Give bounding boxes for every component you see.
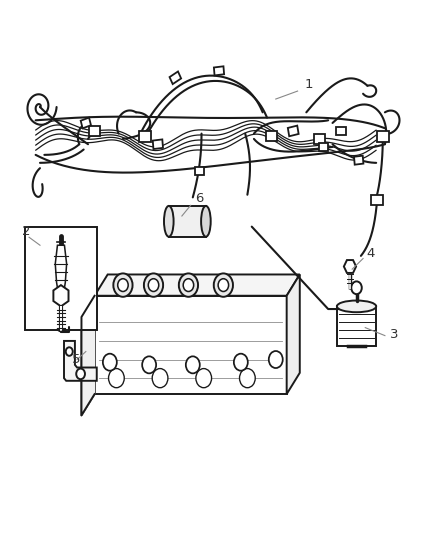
Bar <box>319 143 328 151</box>
Text: 3: 3 <box>390 328 399 341</box>
Bar <box>169 206 206 237</box>
Bar <box>214 66 224 75</box>
Bar <box>266 132 277 141</box>
Circle shape <box>118 279 128 292</box>
Ellipse shape <box>201 206 211 237</box>
Circle shape <box>234 354 248 370</box>
Circle shape <box>66 348 73 356</box>
Bar <box>354 156 364 165</box>
Text: 2: 2 <box>21 224 30 238</box>
Polygon shape <box>81 296 95 415</box>
Bar <box>371 195 383 205</box>
Circle shape <box>214 273 233 297</box>
Circle shape <box>218 279 229 292</box>
Bar <box>336 127 346 135</box>
Bar <box>194 166 204 175</box>
Circle shape <box>103 354 117 370</box>
Circle shape <box>179 273 198 297</box>
Bar <box>377 131 389 142</box>
Polygon shape <box>95 274 300 296</box>
Text: 5: 5 <box>72 353 80 366</box>
Bar <box>81 118 91 128</box>
Polygon shape <box>344 260 356 273</box>
Text: 6: 6 <box>195 192 203 205</box>
Bar <box>288 126 299 136</box>
Circle shape <box>144 273 163 297</box>
Circle shape <box>152 368 168 387</box>
Circle shape <box>76 368 85 379</box>
Bar <box>170 71 181 84</box>
Circle shape <box>109 368 124 387</box>
Bar <box>95 296 287 394</box>
Circle shape <box>183 279 194 292</box>
Circle shape <box>269 351 283 368</box>
Text: 1: 1 <box>304 78 313 92</box>
Ellipse shape <box>337 301 376 312</box>
Circle shape <box>351 281 362 294</box>
Ellipse shape <box>164 206 173 237</box>
Circle shape <box>148 279 159 292</box>
Polygon shape <box>64 341 97 381</box>
Bar <box>25 227 97 330</box>
Polygon shape <box>53 285 68 306</box>
Circle shape <box>196 368 212 387</box>
Bar <box>153 140 163 149</box>
Polygon shape <box>287 274 300 394</box>
Circle shape <box>142 357 156 373</box>
Text: 4: 4 <box>367 247 375 260</box>
Polygon shape <box>55 245 67 290</box>
Bar <box>89 126 100 136</box>
Bar <box>314 134 325 144</box>
Circle shape <box>186 357 200 373</box>
Bar <box>337 306 376 346</box>
Circle shape <box>240 368 255 387</box>
Circle shape <box>113 273 133 297</box>
Bar <box>139 131 151 142</box>
